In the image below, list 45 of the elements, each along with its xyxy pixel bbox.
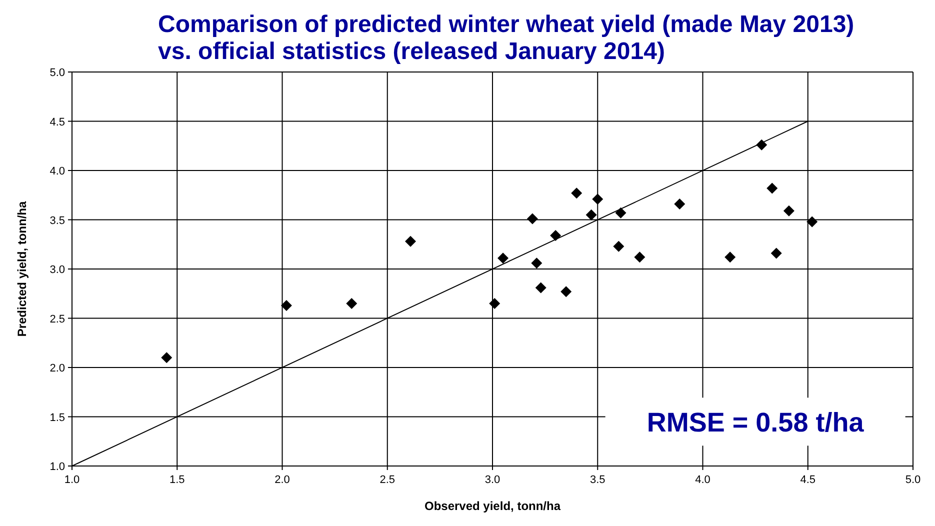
x-tick-label: 3.0 bbox=[484, 474, 500, 486]
point bbox=[806, 216, 818, 228]
y-tick-label: 4.5 bbox=[50, 116, 65, 128]
point bbox=[280, 300, 292, 311]
point bbox=[161, 352, 172, 364]
point bbox=[613, 240, 624, 252]
x-tick-label: 3.5 bbox=[590, 474, 606, 486]
x-axis-title: Observed yield, tonn/ha bbox=[424, 499, 561, 513]
y-tick-label: 1.5 bbox=[50, 412, 65, 424]
y-tick-label: 3.5 bbox=[50, 214, 65, 227]
annotation: RMSE = 0.58 t/ha bbox=[646, 408, 865, 438]
y-tick-label: 5.0 bbox=[50, 67, 65, 79]
point bbox=[674, 198, 686, 210]
y-tick-label: 2.0 bbox=[50, 362, 65, 374]
point bbox=[526, 213, 538, 224]
point bbox=[634, 252, 646, 263]
x-tick-label: 4.0 bbox=[695, 474, 710, 486]
point bbox=[615, 207, 626, 218]
point bbox=[592, 194, 604, 205]
y-tick-label: 3.0 bbox=[50, 264, 65, 276]
x-tick-label: 2.0 bbox=[274, 474, 290, 486]
x-tick-label: 1.0 bbox=[64, 474, 80, 486]
point bbox=[571, 188, 582, 199]
point bbox=[766, 182, 778, 194]
point bbox=[535, 282, 546, 294]
y-tick-label: 1.0 bbox=[50, 461, 65, 473]
point bbox=[498, 252, 509, 264]
point bbox=[560, 286, 572, 298]
x-tick-label: 4.5 bbox=[800, 474, 816, 486]
x-tick-label: 1.5 bbox=[169, 474, 185, 486]
point bbox=[346, 298, 358, 309]
point bbox=[531, 258, 542, 269]
x-tick-label: 2.5 bbox=[380, 474, 396, 486]
point bbox=[586, 209, 597, 220]
point bbox=[724, 252, 736, 263]
point bbox=[550, 230, 562, 242]
point bbox=[489, 298, 500, 309]
chart-title: Comparison of predicted winter wheat yield (made May 2013) vs. official statistics (released January 2014) bbox=[158, 11, 854, 65]
point bbox=[770, 248, 782, 259]
y-axis-title: Predicted yield, tonn/ha bbox=[15, 200, 29, 337]
point bbox=[783, 205, 794, 216]
point bbox=[405, 236, 416, 247]
x-tick-label: 5.0 bbox=[905, 474, 921, 486]
y-tick-label: 2.5 bbox=[50, 313, 65, 326]
y-tick-label: 4.0 bbox=[50, 166, 65, 178]
